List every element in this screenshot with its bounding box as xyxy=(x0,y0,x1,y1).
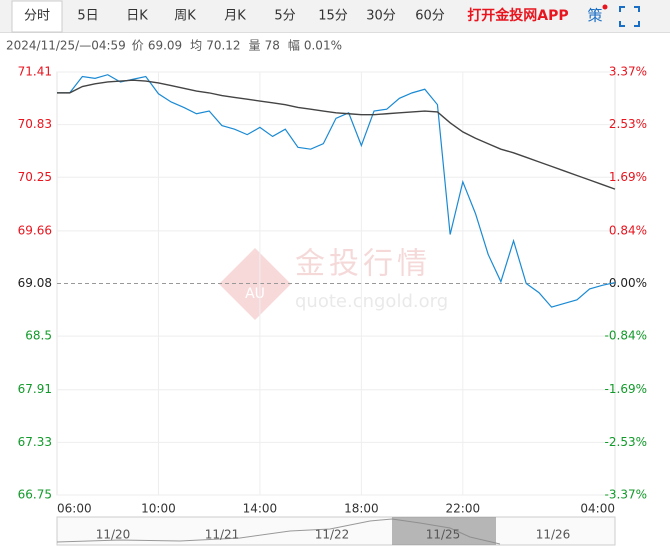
navigator-label: 11/26 xyxy=(536,528,571,542)
tab[interactable]: 30分 xyxy=(366,9,396,24)
navigator-label: 11/21 xyxy=(205,528,240,542)
y2-tick-label: 0.84% xyxy=(609,223,647,237)
navigator-window[interactable] xyxy=(392,517,496,545)
info-label: 均 xyxy=(190,39,202,53)
info-label: 量 xyxy=(249,39,261,53)
y-tick-label: 67.91 xyxy=(18,382,52,396)
y2-tick-label: 0.00% xyxy=(609,276,647,290)
info-label: 价 xyxy=(132,39,144,53)
fullscreen-button[interactable] xyxy=(619,6,640,27)
y-tick-label: 68.5 xyxy=(25,329,52,343)
x-tick-label: 06:00 xyxy=(57,502,92,516)
y2-tick-label: -3.37% xyxy=(605,488,647,502)
info-value: 0.01% xyxy=(304,39,342,53)
y2-tick-label: -2.53% xyxy=(605,435,647,449)
y2-tick-label: 3.37% xyxy=(609,65,647,79)
x-tick-label: 22:00 xyxy=(446,502,481,516)
info-value: 70.12 xyxy=(206,39,240,53)
y-tick-label: 70.25 xyxy=(18,170,52,184)
navigator-label: 11/20 xyxy=(96,528,131,542)
y2-tick-label: -0.84% xyxy=(605,329,647,343)
notice-dot xyxy=(602,4,608,10)
y-tick-label: 69.66 xyxy=(18,223,52,237)
watermark-title: 金投行情 xyxy=(295,247,431,282)
y2-tick-label: 1.69% xyxy=(609,170,647,184)
tab[interactable]: 周K xyxy=(174,9,196,24)
y-tick-label: 71.41 xyxy=(18,65,52,79)
y-tick-label: 67.33 xyxy=(18,435,52,449)
y-tick-label: 69.08 xyxy=(18,276,52,290)
info-line: 2024/11/25/—04:59 价 69.09 均 70.12 量 78 幅 0.01% xyxy=(6,38,342,53)
tab[interactable]: 15分 xyxy=(318,9,348,24)
tab[interactable]: 60分 xyxy=(415,9,445,24)
y2-tick-label: -1.69% xyxy=(605,382,647,396)
info-time: 2024/11/25/—04:59 xyxy=(6,39,126,53)
tab[interactable]: 5日 xyxy=(77,9,98,24)
x-tick-label: 04:00 xyxy=(580,502,615,516)
strategy-button[interactable]: 策 xyxy=(587,7,602,25)
watermark-logo: AU xyxy=(245,286,265,302)
info-label: 幅 xyxy=(288,38,300,53)
y2-tick-label: 2.53% xyxy=(609,117,647,131)
y-tick-label: 70.83 xyxy=(18,117,52,131)
tab[interactable]: 月K xyxy=(224,9,246,24)
series-line xyxy=(57,79,616,190)
x-tick-label: 10:00 xyxy=(141,502,176,516)
navigator-label: 11/22 xyxy=(315,528,350,542)
tab[interactable]: 5分 xyxy=(274,9,295,24)
watermark-url: quote.cngold.org xyxy=(295,291,448,312)
info-value: 78 xyxy=(265,39,280,53)
tab-bg xyxy=(0,0,670,32)
y-tick-label: 66.75 xyxy=(18,488,52,502)
tab-active-bg xyxy=(11,0,63,33)
tab[interactable]: 日K xyxy=(126,9,148,24)
info-value: 69.09 xyxy=(148,39,182,53)
tab[interactable]: 分时 xyxy=(24,9,50,24)
plot-frame xyxy=(56,71,616,496)
navigator-label: 11/25 xyxy=(426,528,461,542)
x-tick-label: 18:00 xyxy=(344,502,379,516)
x-tick-label: 14:00 xyxy=(243,502,278,516)
app-link[interactable]: 打开金投网APP xyxy=(467,7,568,24)
